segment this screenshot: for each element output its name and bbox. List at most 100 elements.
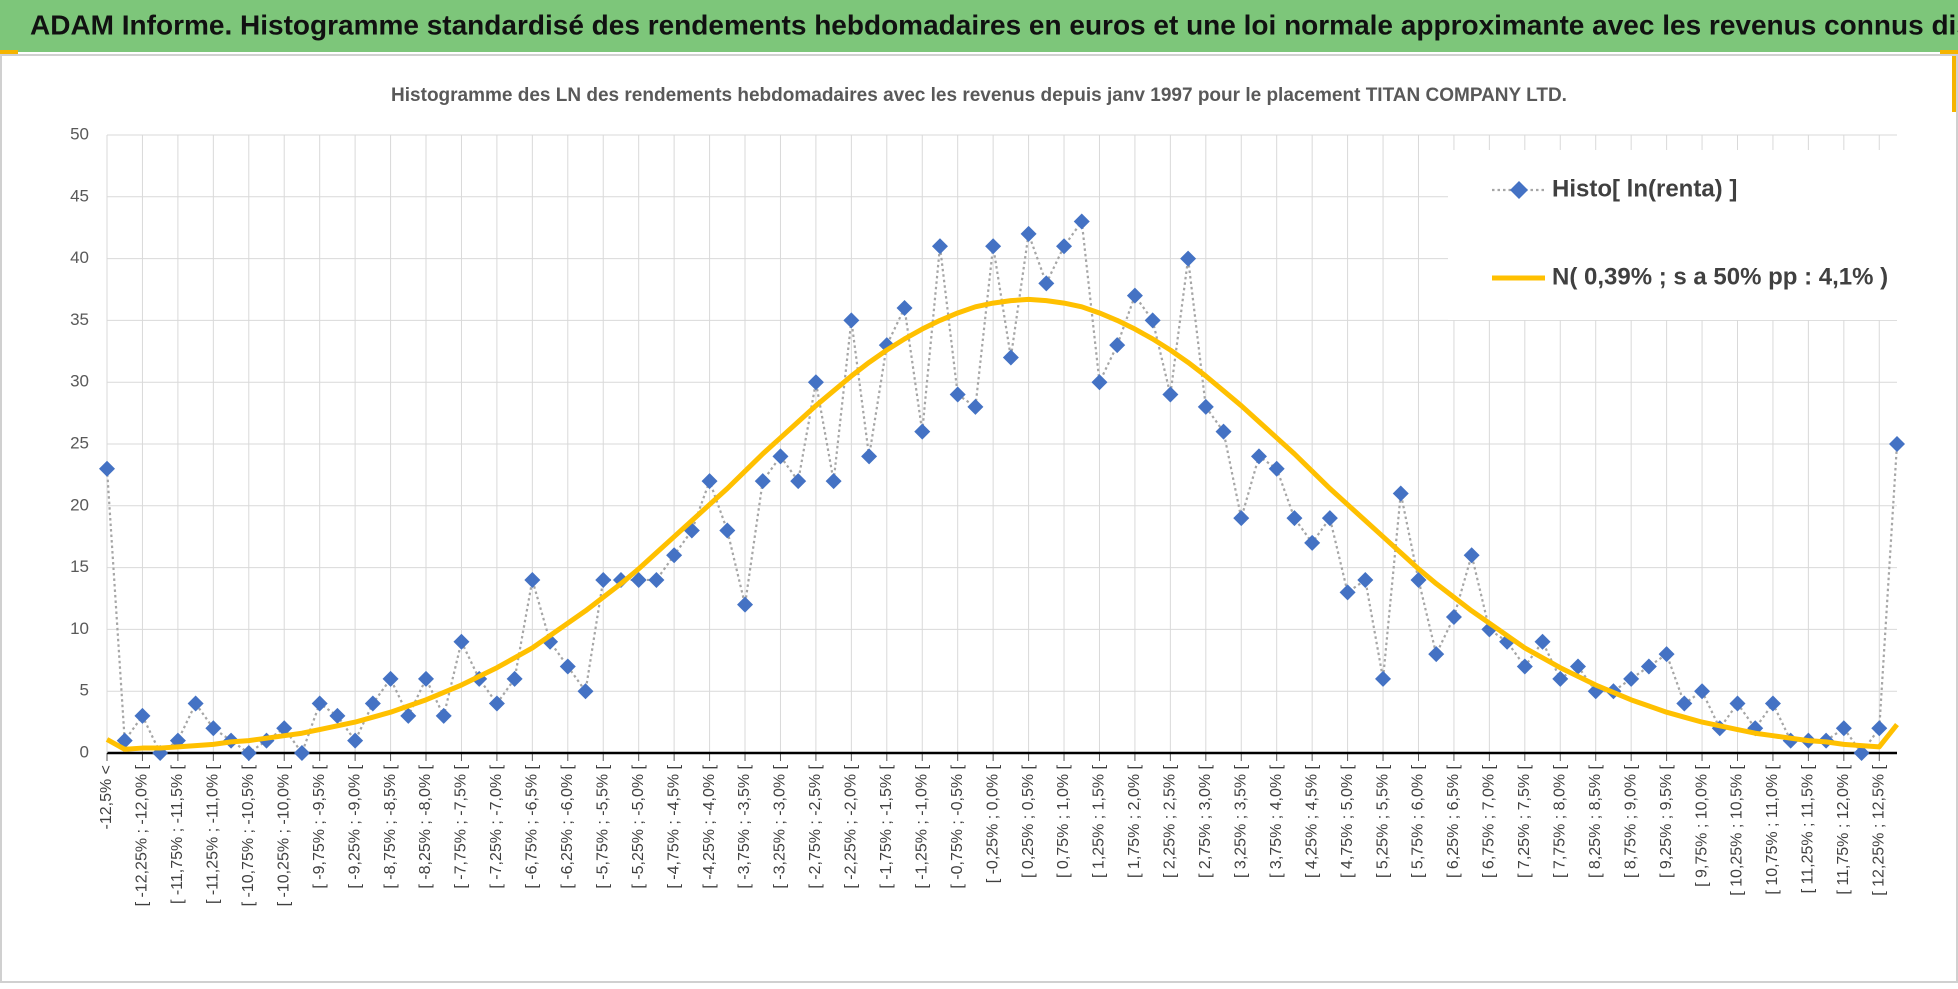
x-tick-label: [ 10,25% ; 10,5% [ [1729,764,1746,895]
x-tick-label: [ -7,75% ; -7,5% [ [453,764,470,888]
data-point [1445,609,1462,626]
data-point [1180,250,1197,267]
x-tick-label: [ -11,75% ; -11,5% [ [169,764,186,904]
data-point [1534,633,1551,650]
y-tick-label: 5 [80,681,89,700]
corner-mark [1940,50,1958,55]
data-point [1764,695,1781,712]
data-point [1321,510,1338,527]
data-point [843,312,860,329]
y-tick-label: 40 [70,248,89,267]
data-point [1676,695,1693,712]
data-point [595,571,612,588]
data-point [1623,670,1640,687]
data-point [754,473,771,490]
x-tick-label: [ -0,75% ; -0,5% [ [949,764,966,888]
legend-label: Histo[ ln(renta) ] [1552,175,1737,202]
x-tick-label: [ 1,25% ; 1,5% [ [1091,764,1108,878]
data-point [1002,349,1019,366]
data-point [1375,670,1392,687]
x-tick-label: [ 5,25% ; 5,5% [ [1374,764,1391,878]
data-point [435,707,452,724]
y-tick-label: 20 [70,495,89,514]
data-point [205,720,222,737]
data-point [772,448,789,465]
data-point [967,398,984,415]
data-point [1835,720,1852,737]
data-point [949,386,966,403]
data-point [1428,646,1445,663]
chart-title: Histogramme des LN des rendements hebdom… [391,85,1567,106]
data-point [648,571,665,588]
data-point [400,707,417,724]
x-tick-label: [ 2,25% ; 2,5% [ [1162,764,1179,878]
data-point [1339,584,1356,601]
x-tick-label: [ 6,75% ; 7,0% [ [1481,764,1498,878]
data-point [240,745,257,761]
data-point [1197,398,1214,415]
corner-mark [1952,52,1958,112]
x-tick-label: [ -3,25% ; -3,0% [ [772,764,789,888]
legend-marker [1510,181,1528,199]
data-point [896,300,913,317]
x-tick-label: [ -1,75% ; -1,5% [ [878,764,895,888]
data-point [1162,386,1179,403]
data-point [1889,436,1905,452]
data-point [347,732,364,749]
x-tick-label: [ -11,25% ; -11,0% [ [205,764,222,904]
y-tick-label: 25 [70,433,89,452]
data-point [985,238,1002,255]
y-tick-label: 35 [70,310,89,329]
data-point [630,571,647,588]
x-tick-label: [ 10,75% ; 11,0% [ [1764,764,1781,894]
data-point [1658,646,1675,663]
x-tick-label: [ -2,25% ; -2,0% [ [843,764,860,888]
x-tick-label: [ -7,25% ; -7,0% [ [488,764,505,888]
x-tick-label: [ -4,75% ; -4,5% [ [665,764,682,888]
data-point [524,571,541,588]
x-tick-label: [ -3,75% ; -3,5% [ [736,764,753,888]
data-point [825,473,842,490]
x-tick-label: [ 3,25% ; 3,5% [ [1232,764,1249,878]
x-tick-label: [ 6,25% ; 6,5% [ [1445,764,1462,878]
data-point [1286,510,1303,527]
legend-box [1448,150,1898,320]
data-point [1694,683,1711,700]
data-point [931,238,948,255]
data-point [99,460,115,477]
data-point [1126,287,1143,304]
data-point [488,695,505,712]
x-tick-label: [ -6,75% ; -6,5% [ [524,764,541,888]
x-tick-label: [ -6,25% ; -6,0% [ [559,764,576,888]
x-tick-label: [ 4,75% ; 5,0% [ [1339,764,1356,878]
data-point [737,596,754,613]
data-point [1268,460,1285,477]
x-tick-label: [ 9,75% ; 10,0% [ [1693,764,1710,886]
x-tick-label: [ -1,25% ; -1,0% [ [913,764,930,888]
data-point [1020,225,1037,242]
data-point [1073,213,1090,230]
data-point [666,547,683,564]
data-point [701,473,718,490]
data-point [559,658,576,675]
x-tick-label: [ 11,25% ; 11,5% [ [1800,764,1817,893]
data-point [382,670,399,687]
x-tick-label: [ -8,25% ; -8,0% [ [417,764,434,888]
x-tick-label: [ -9,75% ; -9,5% [ [311,764,328,888]
header-title: ADAM Informe. Histogramme standardisé de… [30,9,1958,40]
data-point [329,707,346,724]
x-tick-label: [ -2,75% ; -2,5% [ [807,764,824,888]
x-tick-label: [ -8,75% ; -8,5% [ [382,764,399,888]
data-point [1871,720,1888,737]
data-point [1091,374,1108,391]
data-point [790,473,807,490]
x-tick-label: [ 8,75% ; 9,0% [ [1622,764,1639,878]
data-point [1250,448,1267,465]
y-tick-label: 0 [80,742,89,761]
data-point [1304,534,1321,551]
data-point [276,720,293,737]
data-point [914,423,931,440]
data-point [1516,658,1533,675]
data-point [1109,337,1126,354]
